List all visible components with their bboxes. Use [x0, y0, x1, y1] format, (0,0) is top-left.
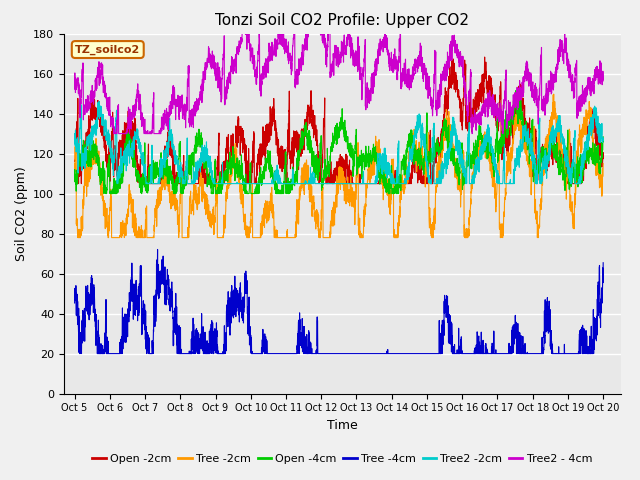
Tree2 - 4cm: [110, 131, 118, 136]
Tree -4cm: [599, 260, 607, 265]
Tree -2cm: [599, 161, 607, 167]
Open -4cm: [184, 169, 192, 175]
Open -4cm: [549, 150, 557, 156]
Tree2 -2cm: [599, 136, 607, 142]
Tree -4cm: [599, 280, 607, 286]
Tree2 - 4cm: [599, 75, 607, 81]
Open -4cm: [390, 191, 398, 196]
Tree -4cm: [390, 351, 398, 357]
Tree -4cm: [154, 247, 161, 252]
Open -4cm: [102, 191, 109, 196]
Tree2 -2cm: [184, 180, 192, 186]
Tree -2cm: [218, 235, 226, 240]
Text: TZ_soilco2: TZ_soilco2: [75, 44, 140, 55]
Open -2cm: [75, 180, 83, 186]
Tree2 -2cm: [219, 159, 227, 165]
Open -4cm: [400, 167, 408, 172]
Tree2 - 4cm: [311, 0, 319, 1]
Tree -4cm: [184, 351, 192, 357]
Open -2cm: [184, 180, 192, 186]
Tree -2cm: [400, 185, 408, 191]
Legend: Open -2cm, Tree -2cm, Open -4cm, Tree -4cm, Tree2 -2cm, Tree2 - 4cm: Open -2cm, Tree -2cm, Open -4cm, Tree -4…: [88, 450, 597, 468]
Line: Tree2 -2cm: Tree2 -2cm: [75, 101, 603, 183]
Open -4cm: [218, 183, 226, 189]
Tree2 -2cm: [400, 180, 408, 186]
Line: Tree -4cm: Tree -4cm: [75, 250, 603, 354]
Tree2 -2cm: [95, 98, 103, 104]
Tree2 - 4cm: [218, 65, 226, 71]
Open -2cm: [400, 180, 408, 186]
Tree2 - 4cm: [400, 72, 408, 78]
Open -2cm: [218, 175, 226, 181]
Tree -2cm: [549, 111, 557, 117]
Line: Open -2cm: Open -2cm: [75, 57, 603, 183]
X-axis label: Time: Time: [327, 419, 358, 432]
Line: Tree2 - 4cm: Tree2 - 4cm: [75, 0, 603, 133]
Open -4cm: [512, 88, 520, 94]
Line: Tree -2cm: Tree -2cm: [75, 94, 603, 238]
Tree -4cm: [549, 351, 557, 357]
Tree -2cm: [390, 227, 398, 233]
Tree2 - 4cm: [184, 77, 192, 83]
Open -2cm: [481, 54, 488, 60]
Tree2 - 4cm: [71, 86, 79, 92]
Tree2 -2cm: [390, 180, 398, 186]
Tree -4cm: [76, 351, 84, 357]
Open -4cm: [71, 176, 79, 182]
Line: Open -4cm: Open -4cm: [75, 91, 603, 193]
Tree2 - 4cm: [390, 65, 398, 71]
Tree -4cm: [71, 300, 79, 306]
Tree -2cm: [74, 235, 82, 240]
Title: Tonzi Soil CO2 Profile: Upper CO2: Tonzi Soil CO2 Profile: Upper CO2: [216, 13, 469, 28]
Open -2cm: [599, 156, 607, 161]
Tree -2cm: [550, 91, 557, 97]
Open -2cm: [71, 159, 79, 165]
Open -2cm: [390, 180, 398, 186]
Tree2 -2cm: [113, 180, 121, 186]
Tree -2cm: [184, 228, 192, 234]
Tree -2cm: [71, 166, 79, 171]
Tree2 - 4cm: [599, 77, 607, 83]
Tree -4cm: [219, 351, 227, 357]
Open -4cm: [599, 139, 607, 145]
Open -2cm: [549, 141, 557, 146]
Tree -4cm: [400, 351, 408, 357]
Tree2 - 4cm: [549, 87, 557, 93]
Tree2 -2cm: [549, 137, 557, 143]
Y-axis label: Soil CO2 (ppm): Soil CO2 (ppm): [15, 166, 28, 261]
Open -4cm: [599, 134, 607, 140]
Tree2 -2cm: [71, 140, 79, 146]
Tree -2cm: [599, 166, 607, 171]
Open -2cm: [599, 150, 607, 156]
Tree2 -2cm: [599, 138, 607, 144]
